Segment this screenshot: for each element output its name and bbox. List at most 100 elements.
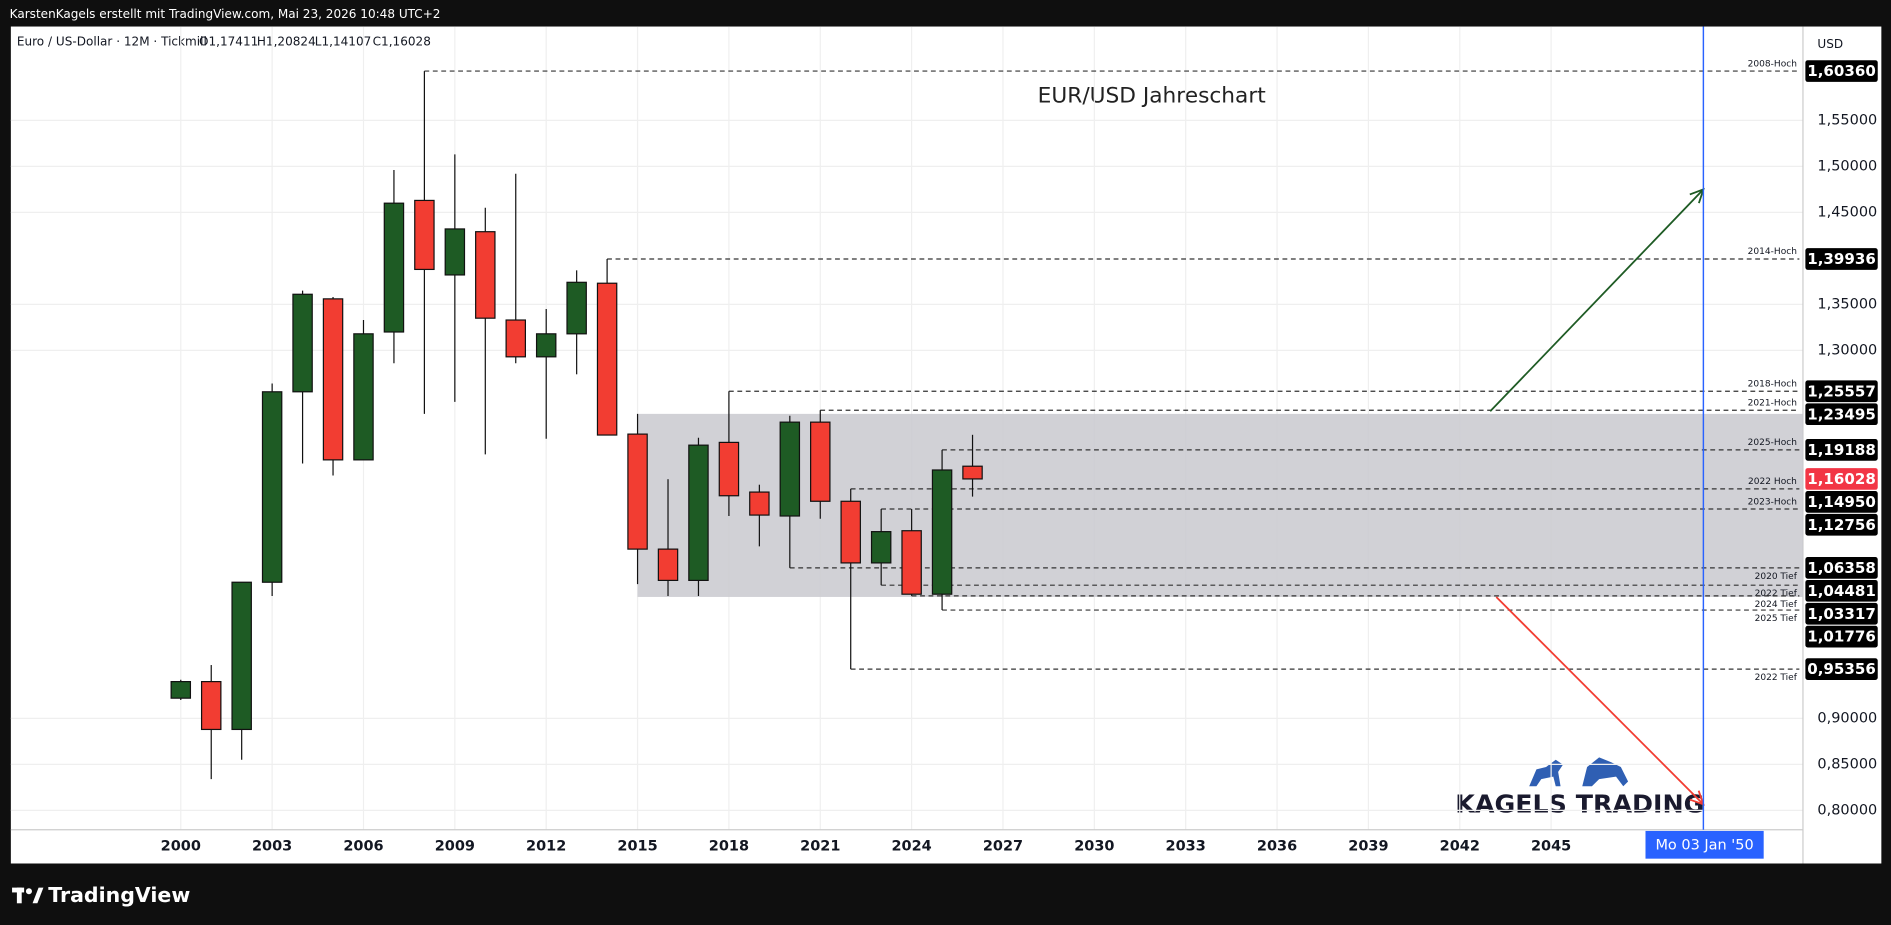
candle-body [962,465,983,480]
price-label-box [1805,490,1878,513]
candle-body [535,333,557,358]
x-tick-label: 2009 [435,839,475,855]
level-label: 2025-Hoch [1748,438,1797,448]
price-label-box [1805,248,1878,270]
price-label: 1,25557 [1807,382,1876,400]
x-tick-label: 2030 [1074,839,1114,855]
price-label-box [1805,468,1878,490]
level-label: 2020 Tief [1755,572,1798,582]
y-tick-label: 1,55000 [1817,112,1877,128]
candle-body [688,444,709,581]
x-tick-label: 2039 [1348,839,1388,855]
y-tick-label: 0,80000 [1817,802,1877,818]
candle-body [353,333,374,461]
x-tick-label: 2000 [161,839,201,855]
candle-body [475,231,496,319]
candle-body [596,282,618,436]
price-label-box [1805,557,1878,579]
y-tick-label: 1,30000 [1817,342,1877,358]
footer: TradingView [48,883,190,907]
ohlc-value: L1,14107 [315,35,372,49]
level-label: 2025 Tief [1755,614,1798,624]
x-tick-label: 2027 [983,839,1023,855]
x-tick-label: 2006 [343,839,383,855]
price-label: 1,06358 [1807,559,1876,577]
x-tick-label: 2033 [1166,839,1206,855]
level-label: 2022 Tief [1755,589,1798,599]
candle-body [200,680,222,731]
x-tick-label: 2018 [709,839,749,855]
candle-body [657,548,679,581]
x-tick-label: 2036 [1257,839,1297,855]
level-label: 2014-Hoch [1748,247,1797,257]
candle-body [840,500,861,564]
x-tick-label: 2045 [1531,839,1571,855]
crosshair-label: Mo 03 Jan '50 [1655,837,1753,853]
candle-body [810,421,831,502]
price-label: 1,03317 [1807,605,1876,623]
x-tick-label: 2015 [617,839,657,855]
crosshair-label-box [1645,830,1764,859]
candle-body [261,391,283,583]
price-label: 1,19188 [1807,441,1876,459]
chart-title: EUR/USD Jahreschart [1038,83,1266,108]
y-tick-label: 1,50000 [1817,158,1877,174]
candle-body [779,421,801,517]
price-label: 1,01776 [1807,628,1876,646]
price-label: 1,12756 [1807,516,1876,534]
ohlc-value: C1,16028 [373,35,431,49]
candle-body [383,202,405,333]
candle-body [505,319,527,358]
price-label: 1,39936 [1807,250,1876,268]
y-tick-label: 0,90000 [1817,710,1877,726]
candle-body [322,298,344,461]
ohlc-value: H1,20824 [257,35,316,49]
x-tick-label: 2012 [526,839,566,855]
level-label: 2022 Tief [1755,673,1798,683]
price-label-box [1805,658,1878,680]
candle-body [414,199,435,271]
zone [637,413,1803,597]
symbol: Euro / US-Dollar · 12M · Tickmill [17,35,207,49]
candle-body [931,469,953,595]
price-label-box [1805,513,1878,536]
logo: KAGELS TRADING [1455,789,1704,819]
candle-body [901,530,922,595]
price-label: 1,23495 [1807,405,1876,423]
price-label: 0,95356 [1807,660,1876,678]
price-label-box [1805,625,1878,648]
level-label: 2021-Hoch [1748,398,1797,408]
price-label-box [1805,439,1878,461]
price-label: 1,16028 [1807,470,1876,488]
y-tick-label: 1,35000 [1817,296,1877,312]
price-label-box [1805,602,1878,625]
price-label: 1,60360 [1807,62,1876,80]
candle-body [292,293,313,393]
ohlc-value: O1,17411 [199,35,258,49]
candle-body [170,680,192,699]
y-unit: USD [1817,37,1843,51]
level-label: 2024 Tief [1755,600,1798,610]
level-label: 2018-Hoch [1748,380,1797,390]
y-tick-label: 0,85000 [1817,756,1877,772]
x-tick-label: 2042 [1440,839,1480,855]
level-label: 2008-Hoch [1748,59,1797,69]
price-label-box [1805,579,1878,602]
x-tick-label: 2003 [252,839,292,855]
y-tick-label: 1,45000 [1817,204,1877,220]
arrow [1489,188,1705,412]
candle-body [566,281,587,335]
level-label: 2023-Hoch [1748,497,1797,507]
level-label: 2022 Hoch [1748,477,1797,487]
price-label-box [1805,380,1878,403]
x-tick-label: 2021 [800,839,840,855]
candle-body [718,441,740,497]
price-label-box [1805,60,1878,82]
price-label-box [1805,403,1878,426]
candle-body [444,228,466,276]
price-label: 1,04481 [1807,582,1876,600]
footer-logo [12,887,44,904]
price-label: 1,14950 [1807,493,1876,511]
header: KarstenKagels erstellt mit TradingView.c… [10,7,441,21]
